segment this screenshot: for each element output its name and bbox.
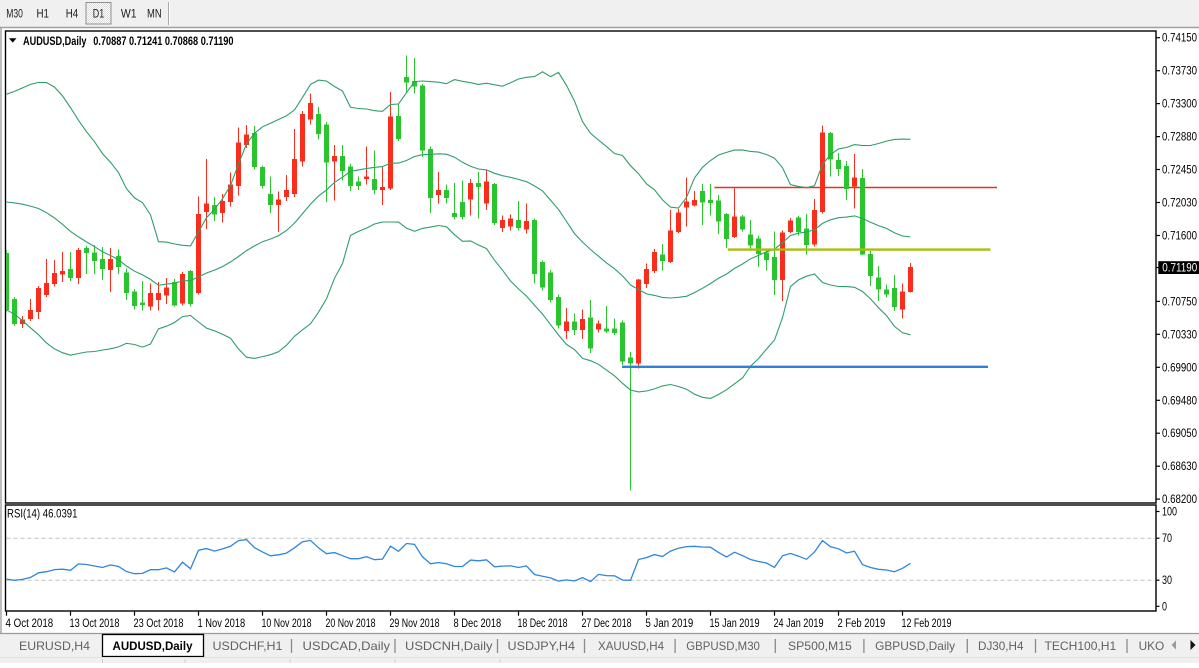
svg-text:0.73300: 0.73300	[1162, 99, 1197, 111]
svg-text:27 Dec 2018: 27 Dec 2018	[582, 618, 632, 630]
svg-text:0.72030: 0.72030	[1162, 198, 1197, 210]
svg-text:13 Oct 2018: 13 Oct 2018	[70, 618, 120, 630]
svg-text:XAUUSD,H4: XAUUSD,H4	[598, 639, 664, 653]
svg-text:2 Feb 2019: 2 Feb 2019	[838, 618, 886, 630]
svg-text:18 Dec 2018: 18 Dec 2018	[518, 618, 568, 630]
svg-text:10 Nov 2018: 10 Nov 2018	[262, 618, 312, 630]
svg-text:GBPUSD,Daily: GBPUSD,Daily	[875, 639, 955, 653]
svg-text:8 Dec 2018: 8 Dec 2018	[454, 618, 502, 630]
svg-text:USDCNH,Daily: USDCNH,Daily	[405, 639, 493, 653]
svg-text:12 Feb 2019: 12 Feb 2019	[902, 618, 952, 630]
svg-text:30: 30	[1162, 575, 1172, 587]
svg-text:29 Nov 2018: 29 Nov 2018	[390, 618, 440, 630]
svg-text:USDJPY,H4: USDJPY,H4	[508, 639, 576, 653]
svg-text:0: 0	[1162, 601, 1167, 613]
svg-text:H4: H4	[66, 9, 79, 21]
svg-text:0.68200: 0.68200	[1162, 494, 1197, 506]
svg-text:TECH100,H1: TECH100,H1	[1045, 639, 1117, 653]
svg-text:W1: W1	[121, 9, 137, 21]
svg-text:GBPUSD,M30: GBPUSD,M30	[686, 639, 760, 653]
svg-text:0.70750: 0.70750	[1162, 296, 1197, 308]
svg-text:24 Jan 2019: 24 Jan 2019	[774, 618, 824, 630]
svg-text:EURUSD,H4: EURUSD,H4	[19, 639, 90, 653]
svg-text:0.72880: 0.72880	[1162, 132, 1197, 144]
svg-text:USDCAD,Daily: USDCAD,Daily	[303, 639, 391, 653]
svg-text:SP500,M15: SP500,M15	[788, 639, 852, 653]
svg-text:H1: H1	[37, 9, 50, 21]
svg-text:AUDUSD,Daily: AUDUSD,Daily	[113, 639, 193, 653]
svg-text:0.73730: 0.73730	[1162, 66, 1197, 78]
svg-text:USDCHF,H1: USDCHF,H1	[213, 639, 283, 653]
svg-text:0.72450: 0.72450	[1162, 165, 1197, 177]
svg-text:0.69050: 0.69050	[1162, 428, 1197, 440]
svg-text:DJ30,H4: DJ30,H4	[978, 639, 1024, 653]
svg-text:20 Nov 2018: 20 Nov 2018	[326, 618, 376, 630]
svg-text:0.68630: 0.68630	[1162, 461, 1197, 473]
svg-text:0.71190: 0.71190	[1162, 262, 1197, 274]
svg-text:15 Jan 2019: 15 Jan 2019	[710, 618, 760, 630]
svg-text:0.70330: 0.70330	[1162, 329, 1197, 341]
svg-text:4 Oct 2018: 4 Oct 2018	[6, 618, 54, 630]
svg-text:0.69900: 0.69900	[1162, 362, 1197, 374]
svg-text:UKO: UKO	[1139, 639, 1165, 653]
svg-text:MN: MN	[147, 9, 162, 21]
svg-text:70: 70	[1162, 533, 1172, 545]
svg-text:0.74150: 0.74150	[1162, 33, 1197, 45]
svg-text:100: 100	[1162, 507, 1177, 519]
svg-text:0.70887 0.71241 0.70868 0.7119: 0.70887 0.71241 0.70868 0.71190	[93, 36, 233, 48]
svg-text:1 Nov 2018: 1 Nov 2018	[198, 618, 246, 630]
svg-text:RSI(14) 46.0391: RSI(14) 46.0391	[7, 509, 78, 521]
svg-text:AUDUSD,Daily: AUDUSD,Daily	[23, 36, 87, 48]
svg-text:0.71600: 0.71600	[1162, 230, 1197, 242]
svg-text:23 Oct 2018: 23 Oct 2018	[134, 618, 184, 630]
svg-text:0.69480: 0.69480	[1162, 395, 1197, 407]
svg-text:M30: M30	[6, 9, 23, 21]
svg-text:D1: D1	[93, 9, 104, 21]
svg-text:5 Jan 2019: 5 Jan 2019	[646, 618, 694, 630]
